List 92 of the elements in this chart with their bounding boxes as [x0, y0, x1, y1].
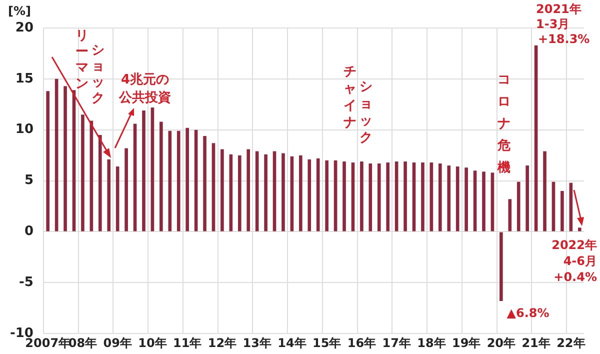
bar: [351, 162, 355, 232]
bar: [264, 154, 268, 232]
bar: [229, 154, 233, 232]
bar: [282, 153, 285, 232]
bar: [578, 228, 582, 232]
bar: [54, 78, 58, 232]
annotation: コロナ危機: [496, 72, 510, 176]
x-tick-label: 21年: [522, 336, 550, 350]
y-tick-label: -5: [19, 275, 34, 290]
annotation: 4-6月: [563, 254, 597, 268]
text: リーマンショック: [76, 28, 104, 106]
bar: [438, 163, 442, 232]
bar: [64, 86, 67, 232]
x-tick-label: 12年: [208, 336, 237, 350]
x-tick-label: 11年: [172, 336, 202, 350]
bar: [516, 182, 520, 232]
bar: [430, 162, 434, 232]
bar: [194, 130, 198, 232]
bar: [360, 161, 364, 232]
bar: [482, 172, 486, 232]
bar: [534, 45, 538, 232]
text: 2021年: [536, 2, 582, 16]
bar: [133, 124, 137, 232]
bar: [560, 190, 564, 232]
x-tick-label: 17年: [382, 336, 411, 350]
y-axis-title: [%]: [8, 4, 31, 18]
bar: [464, 168, 468, 232]
bar: [272, 151, 276, 232]
text: チャイナショック: [344, 64, 372, 146]
bar: [412, 162, 416, 232]
bar: [116, 166, 120, 232]
bar: [220, 149, 224, 232]
x-tick-label: 08年: [68, 336, 98, 350]
bar: [569, 182, 573, 232]
bar: [246, 149, 250, 232]
y-tick-label: 10: [15, 122, 34, 138]
annotation: 1-3月: [536, 17, 570, 32]
bar: [168, 130, 172, 232]
bar: [334, 160, 338, 232]
x-tick-label: 14年: [278, 336, 306, 350]
x-tick-label: 20年: [486, 336, 516, 350]
x-tick-label: 15年: [312, 336, 342, 350]
bar: [290, 156, 294, 232]
x-tick-label: 13年: [242, 336, 272, 350]
bar: [316, 158, 320, 232]
bar: [124, 148, 128, 232]
bar: [325, 160, 328, 232]
x-tick-label: 09年: [103, 336, 132, 350]
bar: [508, 199, 512, 232]
bar: [456, 166, 460, 232]
bar: [377, 163, 381, 232]
annotation: 2022年: [552, 238, 597, 252]
y-tick-label: 20: [15, 20, 34, 36]
bar: [342, 161, 346, 232]
bar: [203, 136, 206, 232]
y-tick-label: 15: [15, 71, 34, 86]
bar: [447, 166, 451, 232]
bar: [212, 143, 216, 232]
bar: [543, 151, 546, 232]
bar: [98, 134, 102, 232]
x-tick-label: 22年: [556, 336, 586, 350]
y-tick-label: 5: [24, 173, 34, 188]
y-tick-label: 0: [24, 224, 34, 240]
bar: [386, 162, 390, 232]
x-tick-label: 10年: [138, 336, 167, 350]
bar: [186, 128, 189, 232]
annotation: ▲6.8%: [506, 306, 550, 320]
bar: [299, 155, 302, 232]
bar: [255, 151, 259, 232]
annotation: 4兆元の公共投資: [118, 72, 171, 106]
bar: [404, 161, 407, 232]
bar: [552, 182, 556, 232]
annotation: +0.4%: [554, 270, 597, 284]
bar: [394, 161, 398, 232]
bar: [142, 110, 146, 232]
bar: [368, 163, 372, 232]
bar: [81, 114, 84, 232]
x-tick-label: 16年: [347, 336, 376, 350]
bar: [421, 162, 424, 232]
bar: [176, 130, 180, 232]
annotation: +18.3%: [538, 32, 590, 46]
bar: [526, 166, 529, 232]
bar: [308, 159, 312, 232]
bar: [473, 170, 477, 232]
x-tick-label: 18年: [417, 336, 446, 350]
bar: [46, 91, 50, 232]
x-tick-label: 19年: [452, 336, 481, 350]
bar: [160, 122, 163, 232]
bar: [490, 172, 494, 232]
bar: [238, 155, 242, 232]
bar: [500, 232, 503, 302]
bar: [150, 107, 154, 232]
